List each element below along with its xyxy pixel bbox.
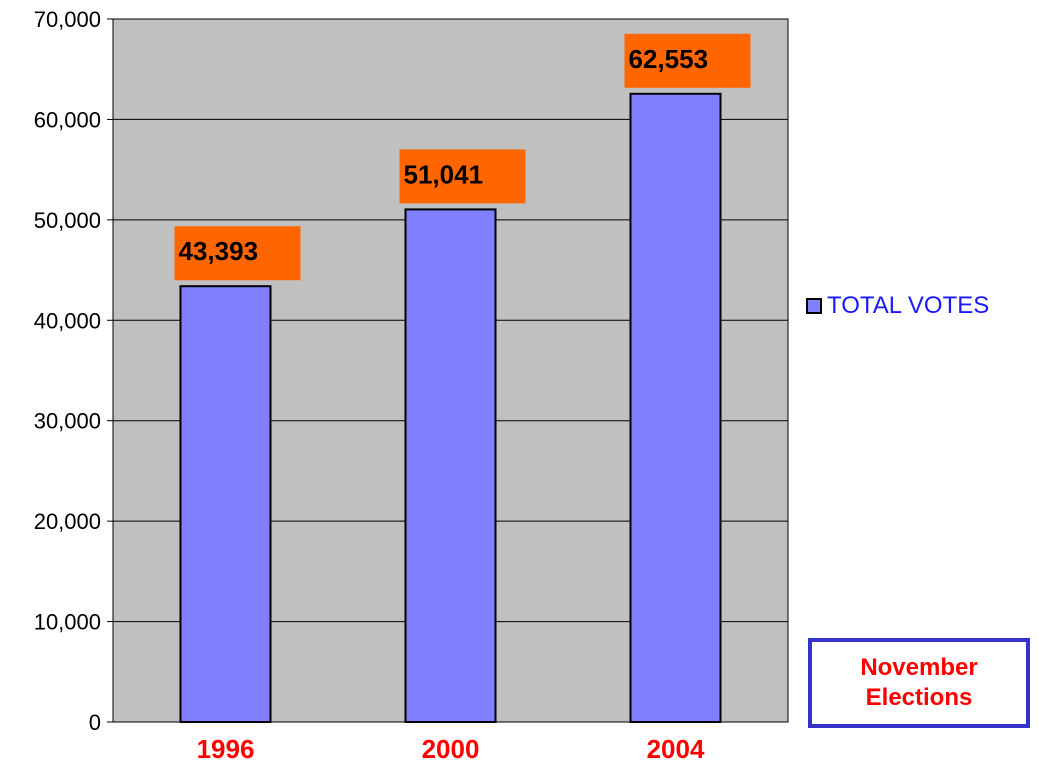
legend-label: TOTAL VOTES [827, 292, 990, 319]
data-label-2004: 62,553 [629, 44, 709, 74]
y-tick-label: 30,000 [34, 409, 101, 434]
data-labels: 43,393 51,041 62,553 [174, 33, 751, 281]
y-tick-label: 40,000 [34, 308, 101, 333]
y-tick-label: 10,000 [34, 610, 101, 635]
data-label-1996: 43,393 [179, 236, 259, 266]
data-label-background [174, 226, 301, 281]
data-label-background [399, 149, 526, 204]
x-tick-label-1996: 1996 [197, 734, 255, 764]
bar-2000 [404, 208, 497, 723]
data-label-2000: 51,041 [404, 159, 484, 189]
bars [179, 92, 722, 723]
legend-swatch [806, 298, 822, 314]
y-tick-label: 70,000 [34, 7, 101, 32]
data-label-background [624, 33, 751, 88]
x-axis-ticks: 1996 2000 2004 [197, 734, 705, 764]
annotation-line-1: November [860, 654, 978, 681]
y-tick-label: 50,000 [34, 208, 101, 233]
y-tick-label: 60,000 [34, 107, 101, 132]
x-tick-label-2004: 2004 [647, 734, 705, 764]
y-tick-label: 20,000 [34, 509, 101, 534]
y-axis-ticks: 0 10,000 20,000 30,000 40,000 50,000 60,000 70,… [34, 7, 113, 735]
x-tick-label-2000: 2000 [422, 734, 480, 764]
y-tick-label: 0 [89, 710, 101, 735]
elections-annotation-box: November Elections [808, 638, 1030, 728]
annotation-line-2: Elections [865, 684, 973, 711]
bar-2004 [629, 92, 722, 723]
legend: TOTAL VOTES [806, 292, 989, 320]
bar-1996 [179, 285, 272, 723]
